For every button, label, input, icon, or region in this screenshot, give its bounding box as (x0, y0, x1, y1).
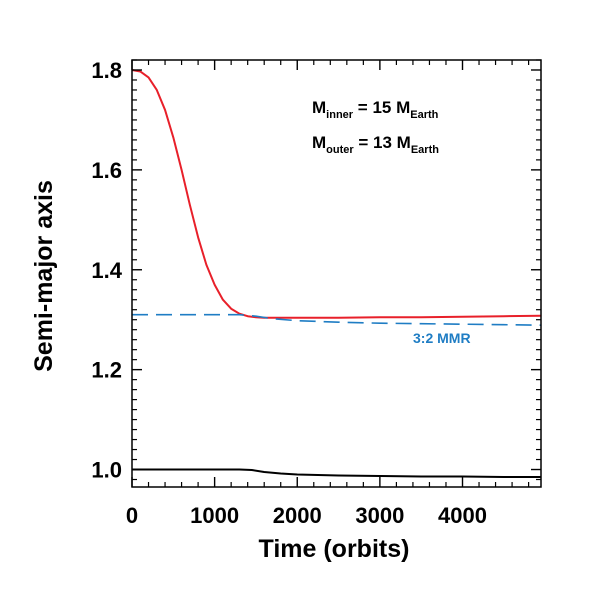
outer-mass-subscript: outer (326, 144, 354, 156)
inner-mass-annotation: Minner = 15 MEarth (312, 98, 439, 121)
outer-mass-unit-subscript: Earth (411, 144, 439, 156)
outer-mass-value: = 13 M (354, 133, 411, 152)
inner-mass-unit-subscript: Earth (410, 109, 438, 121)
outer-mass-annotation: Mouter = 13 MEarth (312, 133, 439, 156)
x-tick-label: 0 (126, 503, 138, 528)
series-line-mmr (132, 313, 542, 326)
plot-frame (131, 59, 542, 488)
y-axis-title: Semi-major axis (30, 180, 58, 372)
y-tick-label: 1.0 (91, 458, 122, 483)
outer-mass-prefix: M (312, 133, 326, 152)
mmr-label: 3:2 MMR (413, 330, 471, 346)
series-line-outer (131, 69, 542, 319)
inner-mass-value: = 15 M (353, 98, 410, 117)
x-tick-label: 2000 (273, 503, 322, 528)
chart-marks (131, 69, 542, 479)
y-tick-label: 1.6 (91, 158, 122, 183)
x-axis-title: Time (orbits) (259, 535, 410, 563)
y-tick-label: 1.2 (91, 358, 122, 383)
axis-ticks: 0 1000 2000 3000 4000 1.0 1.2 1.4 1.6 1.8 (91, 58, 541, 528)
inner-mass-prefix: M (312, 98, 326, 117)
x-tick-label: 1000 (190, 503, 239, 528)
x-tick-label: 4000 (438, 503, 487, 528)
x-tick-label: 3000 (355, 503, 404, 528)
y-tick-label: 1.4 (91, 258, 122, 283)
series-line-inner (132, 468, 541, 479)
inner-mass-subscript: inner (326, 109, 354, 121)
y-tick-label: 1.8 (91, 58, 122, 83)
